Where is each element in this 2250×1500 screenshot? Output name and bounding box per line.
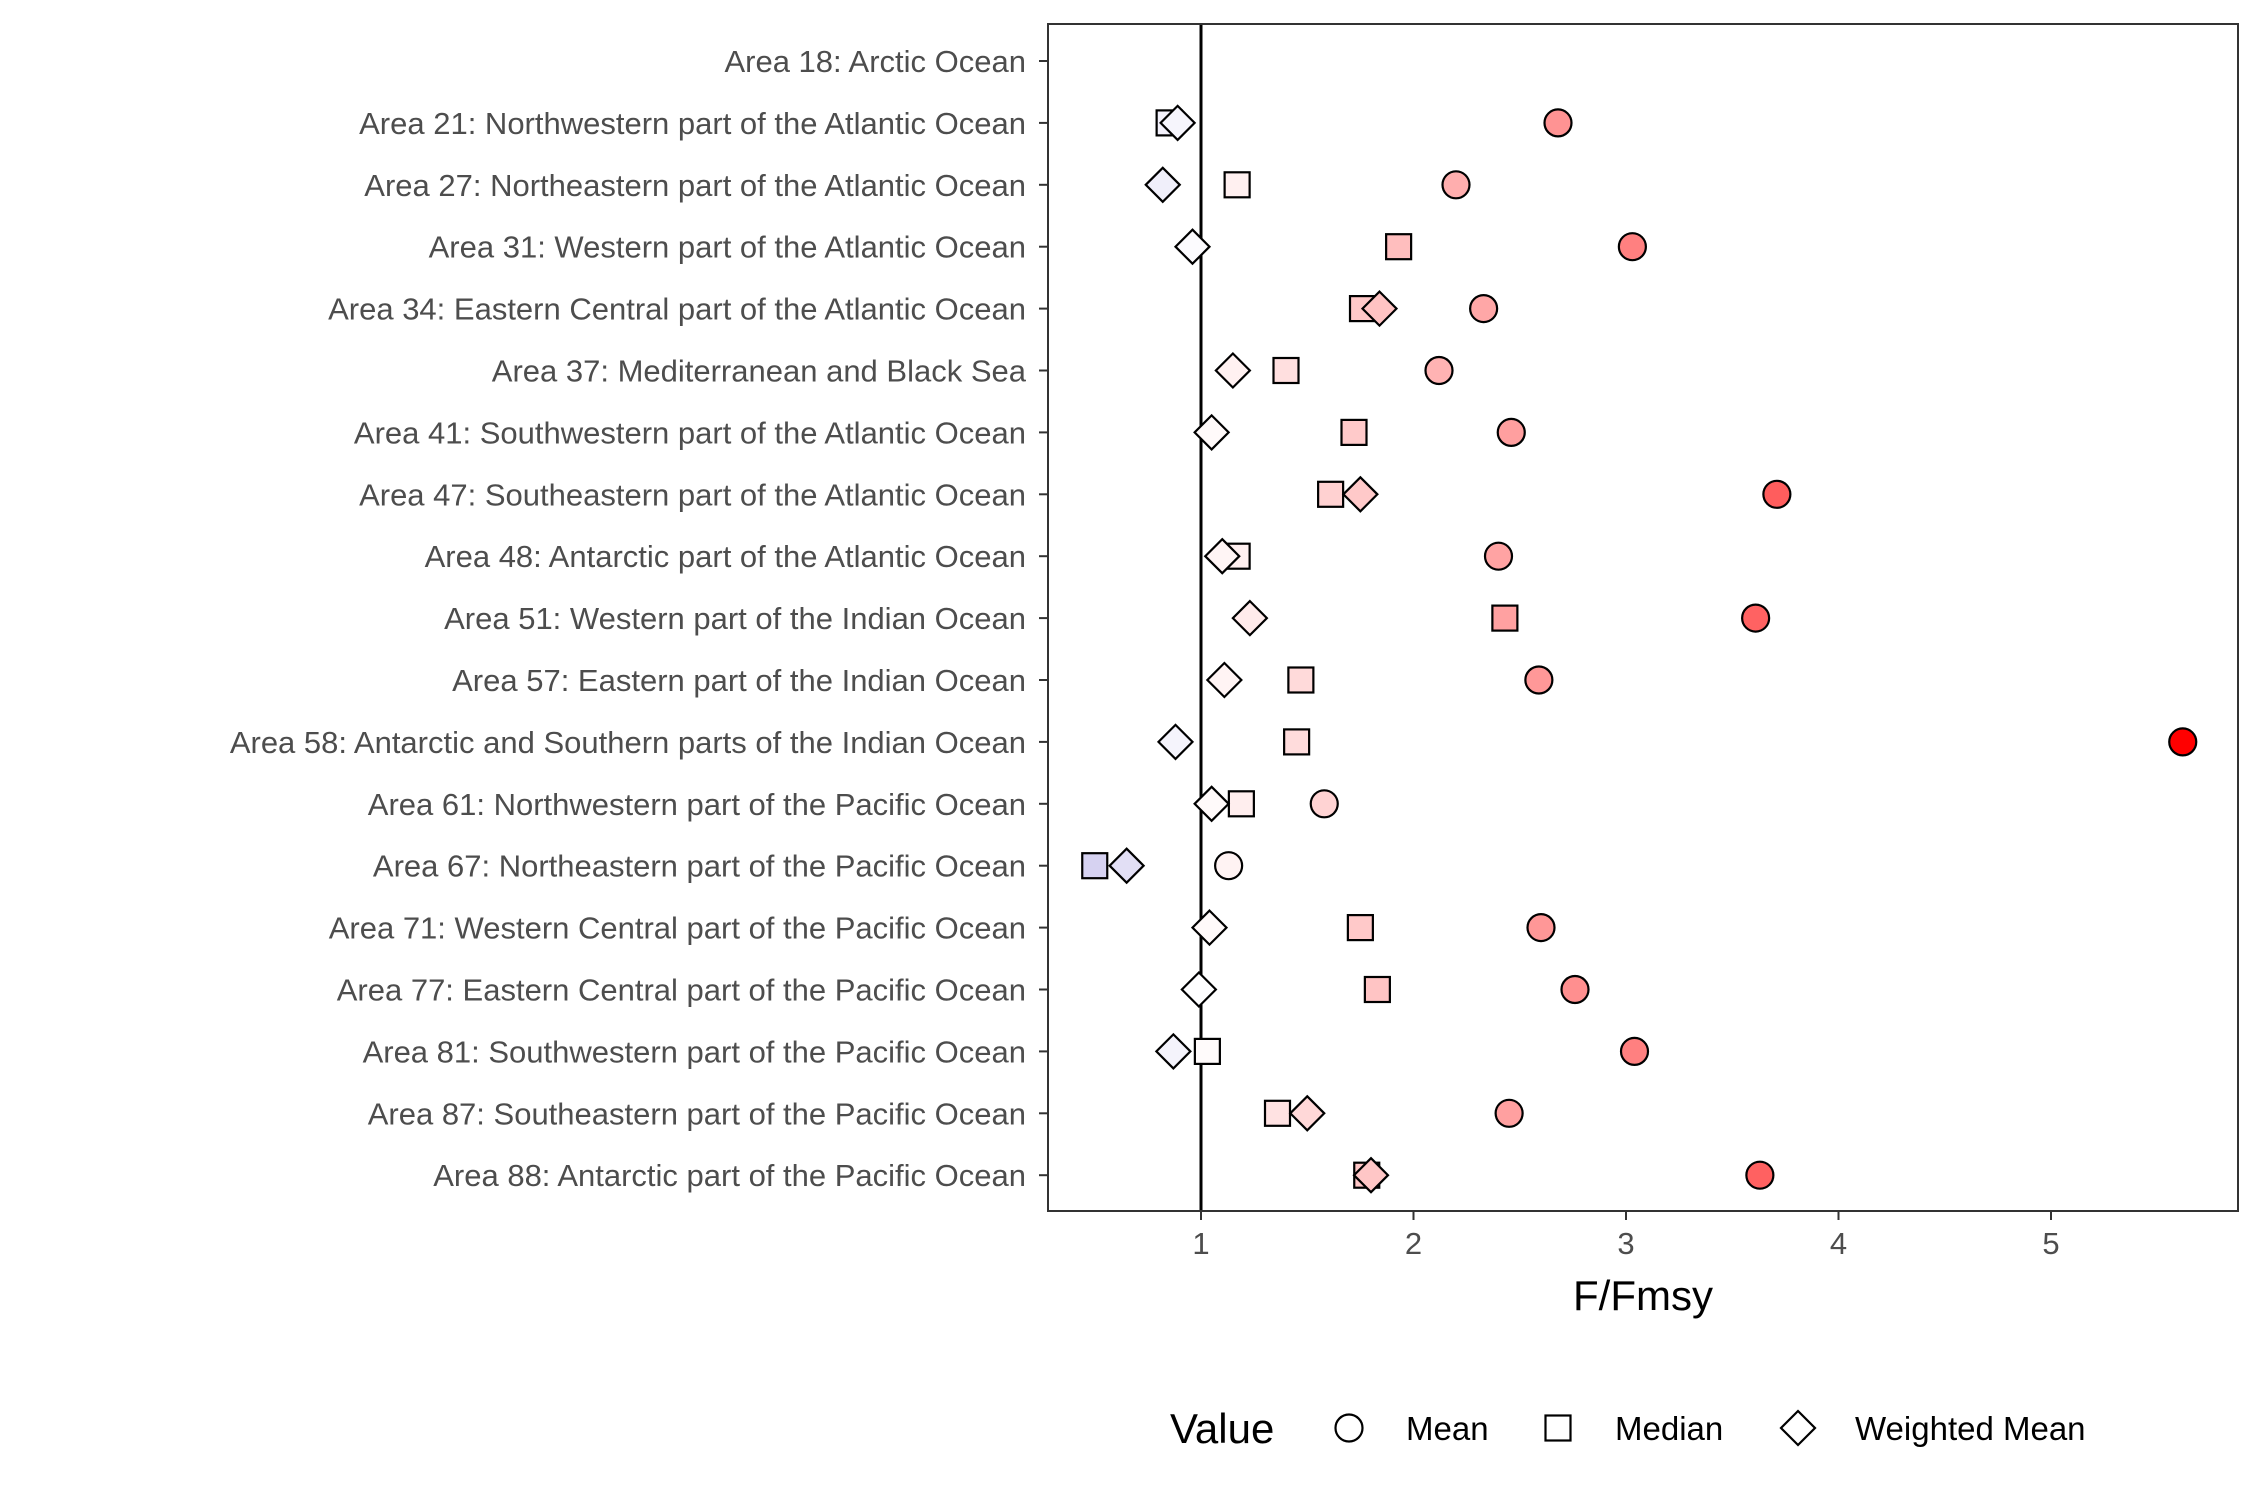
diamond-point <box>1352 1156 1390 1194</box>
square-point <box>1363 975 1391 1004</box>
y-tick-label: Area 18: Arctic Ocean <box>724 44 1026 79</box>
y-tick-label: Area 87: Southeastern part of the Pacifi… <box>368 1096 1026 1131</box>
x-axis-title: F/Fmsy <box>1573 1272 1713 1319</box>
circle-point <box>1526 912 1556 943</box>
legend-circle-key <box>1334 1413 1364 1443</box>
circle-point <box>1745 1160 1775 1190</box>
square-point <box>1193 1037 1221 1066</box>
y-tick-label: Area 58: Antarctic and Southern parts of… <box>230 725 1026 760</box>
x-axis: 1 2 3 4 5 <box>1192 1211 2060 1261</box>
diamond-point <box>1341 475 1379 513</box>
square-point <box>1287 666 1315 694</box>
circle-point <box>1309 789 1339 819</box>
circle-point <box>1483 541 1514 571</box>
circle-point <box>2168 727 2198 757</box>
circle-point <box>1741 603 1771 633</box>
square-point <box>1346 913 1374 942</box>
legend-label: Weighted Mean <box>1855 1410 2086 1447</box>
panel-background <box>1048 24 2238 1211</box>
diamond-point <box>1154 1032 1192 1070</box>
marks-layer <box>1081 104 2198 1194</box>
legend: Value Mean Median Weighted Mean <box>1170 1405 2086 1452</box>
y-tick-label: Area 57: Eastern part of the Indian Ocea… <box>452 663 1026 698</box>
y-tick-label: Area 41: Southwestern part of the Atlant… <box>354 415 1026 450</box>
y-tick-label: Area 77: Eastern Central part of the Pac… <box>337 973 1026 1008</box>
square-point <box>1081 852 1109 880</box>
square-point <box>1227 790 1255 818</box>
circle-point <box>1496 417 1526 447</box>
y-tick-label: Area 51: Western part of the Indian Ocea… <box>444 601 1026 636</box>
legend-diamond-key <box>1779 1409 1817 1447</box>
square-point <box>1385 233 1413 261</box>
circle-point <box>1469 294 1499 324</box>
diamond-point <box>1190 909 1229 947</box>
y-tick-label: Area 61: Northwestern part of the Pacifi… <box>368 787 1026 822</box>
circle-point <box>1214 851 1244 881</box>
diamond-point <box>1159 104 1197 142</box>
square-point <box>1283 728 1311 756</box>
x-tick-label: 3 <box>1617 1226 1634 1261</box>
diamond-point <box>1144 166 1182 204</box>
square-point <box>1223 171 1251 199</box>
diamond-point <box>1108 847 1146 885</box>
square-point <box>1272 356 1300 385</box>
y-tick-label: Area 27: Northeastern part of the Atlant… <box>364 168 1026 203</box>
y-tick-label: Area 67: Northeastern part of the Pacifi… <box>373 849 1026 884</box>
circle-point <box>1424 355 1454 386</box>
diamond-point <box>1203 537 1241 575</box>
legend-label: Median <box>1615 1410 1723 1447</box>
diamond-point <box>1214 351 1252 390</box>
diamond-point <box>1173 228 1212 266</box>
diamond-point <box>1193 413 1231 451</box>
legend-label: Mean <box>1406 1410 1489 1447</box>
square-point <box>1317 480 1345 508</box>
y-tick-label: Area 88: Antarctic part of the Pacific O… <box>433 1158 1026 1193</box>
y-tick-label: Area 71: Western Central part of the Pac… <box>329 911 1026 946</box>
diamond-point <box>1231 599 1269 637</box>
y-tick-label: Area 34: Eastern Central part of the Atl… <box>328 292 1026 327</box>
diamond-point <box>1288 1094 1326 1132</box>
y-tick-label: Area 48: Antarctic part of the Atlantic … <box>425 539 1026 574</box>
circle-point <box>1762 479 1792 509</box>
circle-point <box>1524 665 1554 695</box>
legend-title: Value <box>1170 1405 1274 1452</box>
circle-point <box>1494 1098 1524 1128</box>
diamond-point <box>1180 970 1218 1009</box>
legend-square-key <box>1544 1414 1572 1442</box>
x-tick-label: 5 <box>2042 1226 2059 1261</box>
circle-point <box>1617 232 1647 262</box>
circle-point <box>1619 1036 1650 1067</box>
circle-point <box>1543 108 1573 138</box>
x-tick-label: 1 <box>1192 1226 1209 1261</box>
y-tick-label: Area 47: Southeastern part of the Atlant… <box>359 477 1026 512</box>
y-axis: Area 18: Arctic Ocean Area 21: Northweste… <box>230 44 1048 1193</box>
square-point <box>1340 418 1368 446</box>
square-point <box>1491 604 1519 632</box>
square-point <box>1263 1099 1292 1127</box>
y-tick-label: Area 81: Southwestern part of the Pacifi… <box>363 1034 1026 1069</box>
y-tick-label: Area 37: Mediterranean and Black Sea <box>492 354 1027 389</box>
y-tick-label: Area 21: Northwestern part of the Atlant… <box>359 106 1026 141</box>
diamond-point <box>1205 661 1243 699</box>
x-tick-label: 2 <box>1405 1226 1422 1261</box>
y-tick-label: Area 31: Western part of the Atlantic Oc… <box>429 230 1026 265</box>
x-tick-label: 4 <box>1830 1226 1847 1261</box>
diamond-point <box>1360 290 1399 328</box>
diamond-point <box>1156 723 1195 761</box>
diamond-point <box>1193 785 1231 823</box>
circle-point <box>1441 170 1471 200</box>
circle-point <box>1560 974 1590 1005</box>
